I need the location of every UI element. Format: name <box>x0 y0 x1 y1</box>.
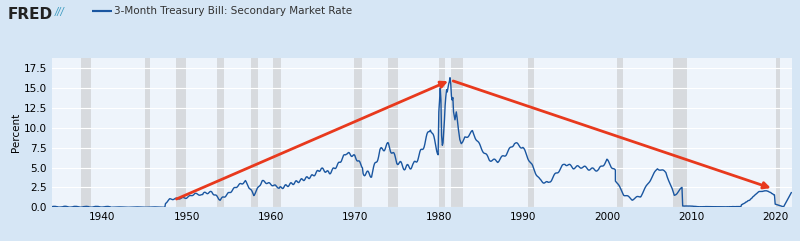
Bar <box>528 58 534 207</box>
Text: FRED: FRED <box>8 7 53 22</box>
Text: 3-Month Treasury Bill: Secondary Market Rate: 3-Month Treasury Bill: Secondary Market … <box>114 6 353 16</box>
Bar <box>617 58 623 207</box>
Bar <box>217 58 224 207</box>
Bar <box>273 58 281 207</box>
Text: ///: /// <box>54 7 64 17</box>
Bar <box>82 58 90 207</box>
Bar <box>451 58 463 207</box>
Bar <box>776 58 780 207</box>
Bar <box>439 58 445 207</box>
Bar <box>354 58 362 207</box>
Bar <box>674 58 687 207</box>
Bar <box>251 58 258 207</box>
Bar <box>145 58 150 207</box>
Bar <box>387 58 398 207</box>
Bar <box>177 58 186 207</box>
Y-axis label: Percent: Percent <box>11 113 21 152</box>
